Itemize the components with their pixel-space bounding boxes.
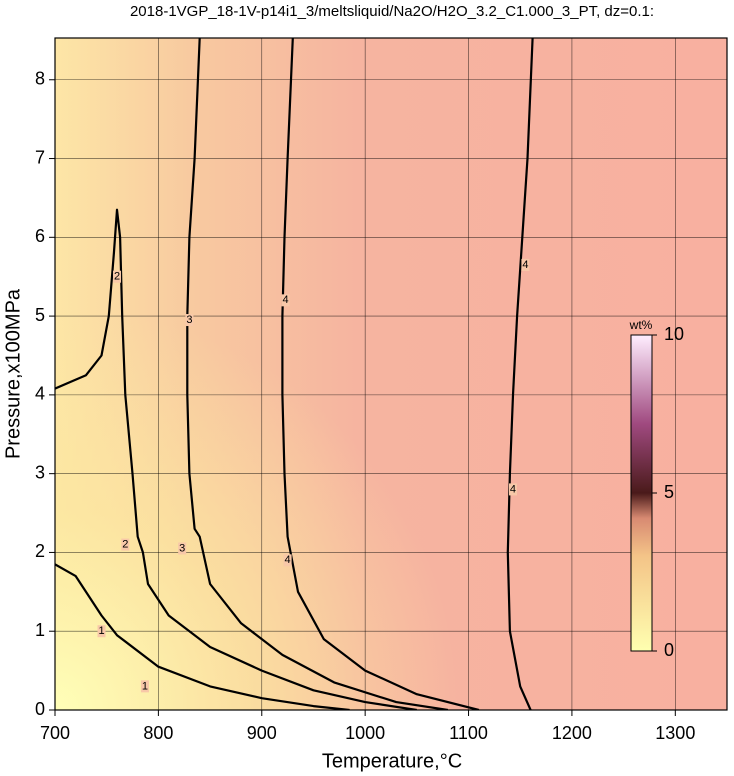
contour-label-bg — [521, 258, 530, 271]
y-tick-label: 3 — [35, 462, 45, 482]
chart-title: 2018-1VGP_18-1V-p14i1_3/meltsliquid/Na2O… — [130, 3, 654, 20]
contour-label-bg — [97, 625, 106, 638]
x-tick-label: 800 — [143, 723, 173, 743]
y-tick-label: 7 — [35, 147, 45, 167]
y-axis-label: Pressure,x100MPa — [2, 288, 24, 459]
y-tick-label: 6 — [35, 226, 45, 246]
contour-label: 4 — [282, 294, 288, 306]
contour-line — [55, 208, 417, 710]
y-tick-label: 0 — [35, 699, 45, 719]
y-tick-label: 4 — [35, 384, 45, 404]
plot-area: 1 1 2 2 3 3 4 4 4 4 — [55, 38, 727, 710]
x-tick-label: 1100 — [449, 723, 488, 743]
colorbar-tick-label: 10 — [664, 324, 684, 344]
colorbar-tick-label: 0 — [664, 640, 674, 660]
x-tick-label: 1300 — [655, 723, 695, 743]
contour-line — [506, 38, 534, 710]
contour-line — [281, 38, 480, 710]
plot-shade — [55, 38, 727, 710]
contour-label: 4 — [510, 483, 516, 495]
contour-label: 4 — [285, 554, 291, 566]
contour-label: 4 — [522, 259, 528, 271]
x-tick-label: 900 — [247, 723, 277, 743]
y-tick-label: 8 — [35, 69, 45, 89]
contour-label-bg — [178, 542, 187, 555]
contour-line — [55, 563, 350, 710]
colorbar-tick-label: 5 — [664, 482, 674, 502]
x-tick-label: 1000 — [345, 723, 385, 743]
contour-label: 3 — [186, 314, 192, 326]
contour-label: 2 — [114, 271, 120, 283]
contour-label: 2 — [122, 538, 128, 550]
contour-line — [186, 38, 449, 710]
contour-label-bg — [281, 294, 290, 307]
y-tick-label: 2 — [35, 541, 45, 561]
y-tick-label: 1 — [35, 620, 45, 640]
contour-label-bg — [121, 538, 130, 551]
contour-label-bg — [140, 680, 149, 693]
x-axis-label: Temperature,°C — [322, 750, 462, 772]
colorbar — [630, 334, 653, 652]
contour-label-bg — [113, 270, 122, 283]
x-tick-label: 1200 — [552, 723, 592, 743]
colorbar-label: wt% — [629, 318, 653, 332]
contour-label: 1 — [98, 625, 104, 637]
contour-label-bg — [508, 483, 517, 496]
y-tick-label: 5 — [35, 305, 45, 325]
contour-label-bg — [185, 314, 194, 327]
contour-label: 1 — [142, 680, 148, 692]
x-tick-label: 700 — [40, 723, 70, 743]
contour-label: 3 — [179, 542, 185, 554]
plot-frame — [54, 37, 728, 711]
contour-label-bg — [283, 554, 292, 567]
